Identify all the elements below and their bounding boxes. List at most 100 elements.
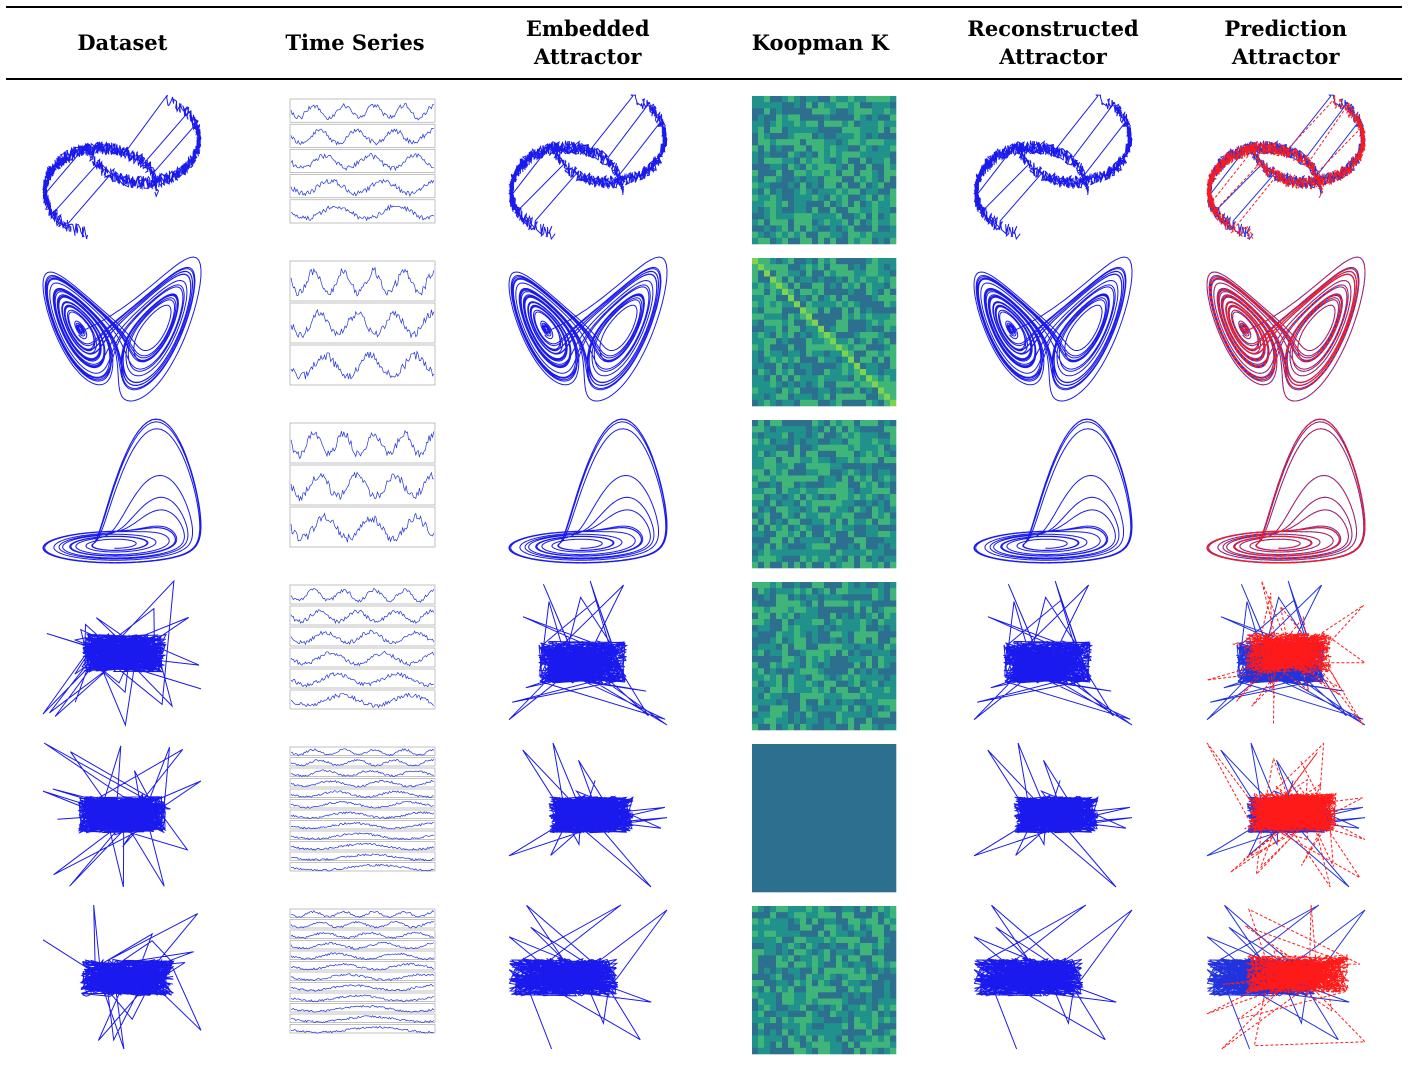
heatmap-cell [854,307,860,313]
heatmap-cell [788,332,794,338]
heatmap-cell [824,1005,830,1011]
heatmap-cell [776,1017,782,1023]
heatmap-cell [800,744,806,750]
heatmap-cell [800,650,806,656]
heatmap-cell [782,638,788,644]
heatmap-cell [770,763,776,769]
heatmap-cell [854,1042,860,1048]
heatmap-cell [764,843,770,849]
heatmap-cell [884,182,890,188]
heatmap-cell [848,613,854,619]
heatmap-cell [806,619,812,625]
heatmap-cell [812,543,818,549]
heatmap-cell [824,238,830,244]
heatmap-cell [752,830,758,836]
heatmap-cell [842,1042,848,1048]
heatmap-cell [764,332,770,338]
heatmap-cell [860,476,866,482]
heatmap-cell [854,394,860,400]
heatmap-cell [770,189,776,195]
heatmap-cell [866,880,872,886]
heatmap-cell [842,562,848,568]
heatmap-cell [836,763,842,769]
heatmap-cell [884,986,890,992]
heatmap-cell [884,769,890,775]
heatmap-cell [872,818,878,824]
heatmap-cell [818,469,824,475]
heatmap-cell [800,943,806,949]
heatmap-cell [884,1005,890,1011]
heatmap-cell [800,277,806,283]
heatmap-cell [812,619,818,625]
heatmap-cell [818,432,824,438]
heatmap-cell [860,513,866,519]
heatmap-cell [824,289,830,295]
heatmap-cell [770,662,776,668]
heatmap-cell [794,968,800,974]
heatmap-cell [830,482,836,488]
heatmap-cell [758,344,764,350]
heatmap-cell [872,152,878,158]
attractor-curve [291,588,434,602]
heatmap-cell [770,675,776,681]
heatmap-cell [770,525,776,531]
heatmap-cell [848,562,854,568]
heatmap-cell [800,394,806,400]
heatmap-cell [878,264,884,270]
heatmap-cell [764,289,770,295]
heatmap-cell [776,744,782,750]
prediction-plot [1201,737,1371,893]
heatmap-cell [866,886,872,892]
heatmap-cell [854,662,860,668]
heatmap-cell [782,812,788,818]
heatmap-cell [776,668,782,674]
heatmap-cell [800,912,806,918]
heatmap-cell [854,750,860,756]
heatmap-cell [884,369,890,375]
heatmap-cell [800,207,806,213]
heatmap-cell [758,750,764,756]
heatmap-cell [818,699,824,705]
heatmap-cell [830,712,836,718]
heatmap-cell [848,213,854,219]
heatmap-cell [848,314,854,320]
heatmap-cell [842,451,848,457]
heatmap-cell [776,837,782,843]
heatmap-cell [764,145,770,151]
heatmap-cell [800,375,806,381]
heatmap-cell [872,320,878,326]
heatmap-cell [788,837,794,843]
heatmap-cell [770,439,776,445]
attractor-curve [291,651,434,666]
heatmap-cell [788,207,794,213]
heatmap-cell [872,931,878,937]
heatmap-cell [770,426,776,432]
heatmap-cell [764,625,770,631]
heatmap-cell [770,1005,776,1011]
attractor-curve [291,1026,434,1033]
heatmap-cell [794,332,800,338]
heatmap-cell [842,1023,848,1029]
heatmap-cell [806,332,812,338]
heatmap-cell [794,582,800,588]
heatmap-cell [806,375,812,381]
heatmap-cell [872,133,878,139]
column-header: Dataset [6,10,239,76]
heatmap-cell [788,463,794,469]
heatmap-cell [770,207,776,213]
heatmap-cell [788,912,794,918]
heatmap-cell [836,381,842,387]
heatmap-cell [806,818,812,824]
heatmap-cell [848,619,854,625]
heatmap-cell [890,1048,896,1054]
heatmap-cell [878,232,884,238]
heatmap-cell [752,145,758,151]
heatmap-cell [884,718,890,724]
heatmap-cell [752,213,758,219]
heatmap-cell [788,201,794,207]
heatmap-cell [872,824,878,830]
heatmap-cell [878,550,884,556]
heatmap-cell [860,264,866,270]
heatmap-cell [854,388,860,394]
table-cell [471,896,704,1058]
